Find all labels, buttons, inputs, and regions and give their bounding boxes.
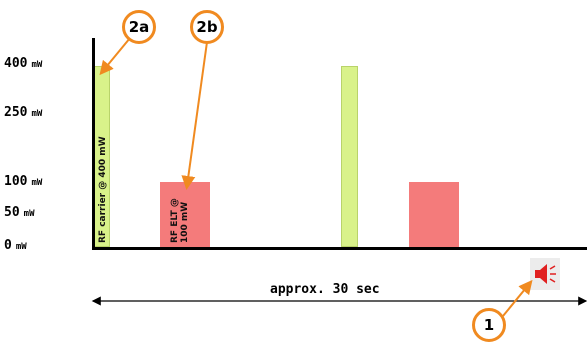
speaker-icon-box bbox=[530, 258, 560, 290]
rf-elt-bar-2 bbox=[409, 182, 459, 247]
x-axis bbox=[92, 247, 587, 250]
rf-elt-bar-1 bbox=[160, 182, 210, 247]
callout-1-arrow bbox=[502, 279, 533, 317]
speaker-sound-icon bbox=[535, 264, 556, 284]
rf-carrier-bar-2 bbox=[341, 66, 358, 247]
callout-2b: 2b bbox=[190, 10, 224, 44]
callout-2a-arrow bbox=[99, 37, 131, 76]
y-tick-250: 250 mW bbox=[4, 105, 43, 120]
y-tick-0: 0 mW bbox=[4, 238, 27, 253]
callout-2b-arrow bbox=[181, 41, 208, 190]
y-axis bbox=[92, 38, 95, 250]
duration-label: approx. 30 sec bbox=[270, 282, 380, 297]
callout-1: 1 bbox=[472, 308, 506, 342]
y-tick-400: 400 mW bbox=[4, 56, 43, 71]
callout-2a: 2a bbox=[122, 10, 156, 44]
y-tick-50: 50 mW bbox=[4, 205, 35, 220]
y-tick-100: 100 mW bbox=[4, 174, 43, 189]
